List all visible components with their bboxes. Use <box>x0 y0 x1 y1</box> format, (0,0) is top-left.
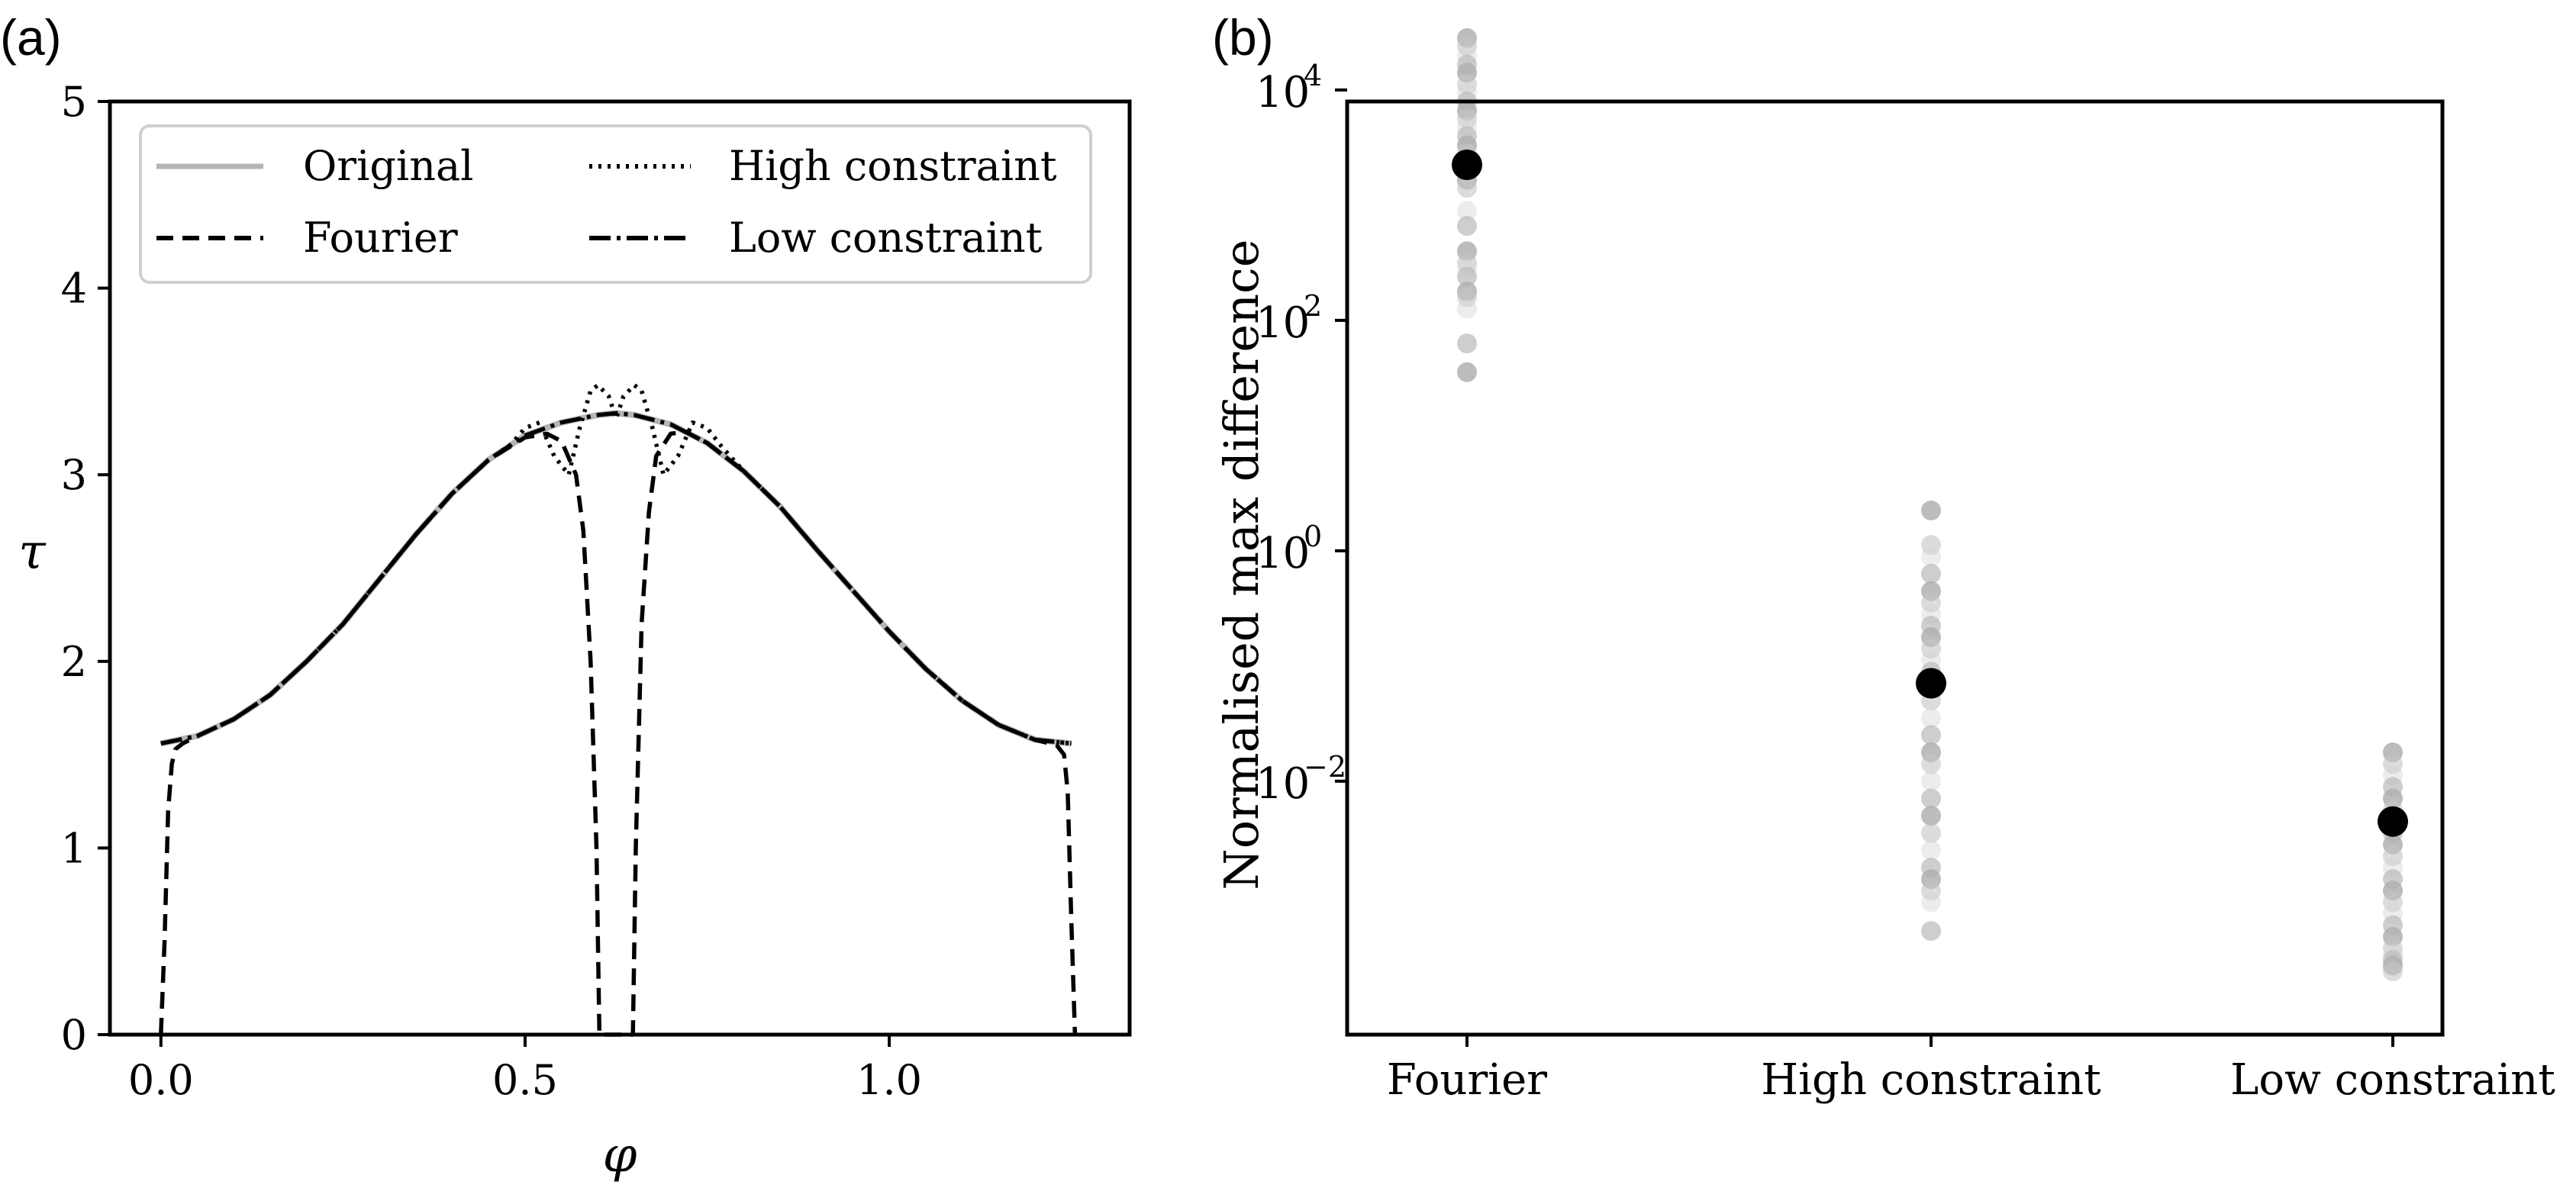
category-label-low-constraint: Low constraint <box>2230 1055 2555 1105</box>
panel-a-y-axis-label: τ <box>18 524 47 581</box>
run-point-low-constraint <box>2383 892 2403 913</box>
panel-a-label: (a) <box>0 9 62 66</box>
run-point-high-constraint <box>1921 921 1941 942</box>
panel-a-x-ticks: 0.0 0.5 1.0 <box>128 1035 922 1104</box>
run-point-fourier <box>1457 74 1477 95</box>
series-line-low-constraint <box>160 410 1072 746</box>
panel-b-y-axis-label: Normalised max difference <box>1214 240 1269 890</box>
x-tick-label: 1.0 <box>856 1056 922 1104</box>
panel-b-frame <box>1345 99 2445 1037</box>
run-point-high-constraint <box>1921 564 1941 584</box>
run-point-high-constraint <box>1921 823 1941 843</box>
panel-a-legend: Original Fourier High constraint Low con… <box>139 124 1092 284</box>
category-label-fourier: Fourier <box>1387 1055 1547 1105</box>
legend-label-fourier: Fourier <box>303 214 458 262</box>
run-point-fourier <box>1457 266 1477 287</box>
panel-a-y-ticks: 0 1 2 3 4 5 <box>61 78 110 1059</box>
panel-a: (a) 0.0 0.5 1.0 0 1 2 3 4 5 φ τ Original Fourie… <box>0 9 1132 1183</box>
panel-a-x-axis-label: φ <box>603 1127 637 1183</box>
y-tick-label: 1 <box>61 824 87 872</box>
run-point-fourier <box>1457 253 1477 273</box>
run-point-fourier <box>1457 201 1477 221</box>
y-tick-label-exponent: 0 <box>1304 520 1322 553</box>
run-point-low-constraint <box>2383 754 2403 774</box>
y-tick-label-exponent: −2 <box>1304 750 1346 784</box>
run-point-fourier <box>1457 333 1477 354</box>
y-tick-label-base: 10 <box>1256 529 1310 578</box>
run-point-high-constraint <box>1921 771 1941 791</box>
run-point-high-constraint <box>1921 501 1941 520</box>
run-point-high-constraint <box>1921 806 1941 826</box>
legend-box <box>139 124 1092 284</box>
y-tick-label: 2 <box>61 638 87 686</box>
y-tick-label-base: 10 <box>1256 759 1310 809</box>
panel-b-label: (b) <box>1212 9 1274 66</box>
legend-label-low-constraint: Low constraint <box>729 214 1043 262</box>
panel-a-frame <box>108 99 1132 1037</box>
mean-point-high-constraint <box>1916 668 1946 699</box>
y-tick-label: 5 <box>61 78 87 126</box>
run-point-high-constraint <box>1921 639 1941 659</box>
y-tick-label-base: 10 <box>1256 68 1310 118</box>
series-line-original <box>160 410 1072 747</box>
panel-a-plot-area <box>159 383 1078 1037</box>
legend-label-original: Original <box>303 142 473 190</box>
run-point-low-constraint <box>2383 961 2403 981</box>
mean-point-low-constraint <box>2378 806 2408 837</box>
x-tick-label: 0.0 <box>128 1056 194 1104</box>
series-line-high-constraint <box>160 383 1072 746</box>
run-point-high-constraint <box>1921 725 1941 745</box>
run-point-fourier <box>1457 362 1477 382</box>
panel-b-x-ticks: Fourier High constraint Low constraint <box>1387 1035 2555 1105</box>
run-point-high-constraint <box>1921 592 1941 613</box>
run-point-high-constraint <box>1921 535 1941 555</box>
legend-label-high-constraint: High constraint <box>729 142 1057 190</box>
run-point-high-constraint <box>1921 754 1941 774</box>
mean-point-fourier <box>1452 150 1482 180</box>
run-point-high-constraint <box>1921 788 1941 809</box>
run-point-fourier <box>1457 298 1477 319</box>
run-point-fourier <box>1457 178 1477 198</box>
run-point-fourier <box>1457 36 1477 56</box>
series-line-fourier <box>159 430 1078 1037</box>
run-point-high-constraint <box>1921 546 1941 567</box>
run-point-low-constraint <box>2383 846 2403 866</box>
run-point-high-constraint <box>1921 707 1941 728</box>
run-point-high-constraint <box>1921 840 1941 861</box>
run-point-high-constraint <box>1921 892 1941 913</box>
run-point-high-constraint <box>1921 881 1941 901</box>
x-tick-label: 0.5 <box>492 1056 558 1104</box>
y-tick-label: 4 <box>61 265 87 313</box>
y-tick-label-exponent: 4 <box>1304 59 1322 92</box>
category-label-high-constraint: High constraint <box>1761 1055 2101 1105</box>
y-tick-label-base: 10 <box>1256 298 1310 348</box>
y-tick-label-exponent: 2 <box>1304 289 1322 323</box>
panel-b-plot-area <box>1452 28 2408 981</box>
y-tick-label: 3 <box>61 451 87 499</box>
y-tick-label: 0 <box>61 1011 87 1059</box>
panel-b: (b) Fourier High constraint Low constraint… <box>1212 9 2555 1105</box>
run-point-fourier <box>1457 287 1477 307</box>
run-point-fourier <box>1457 216 1477 237</box>
run-point-fourier <box>1457 108 1477 129</box>
